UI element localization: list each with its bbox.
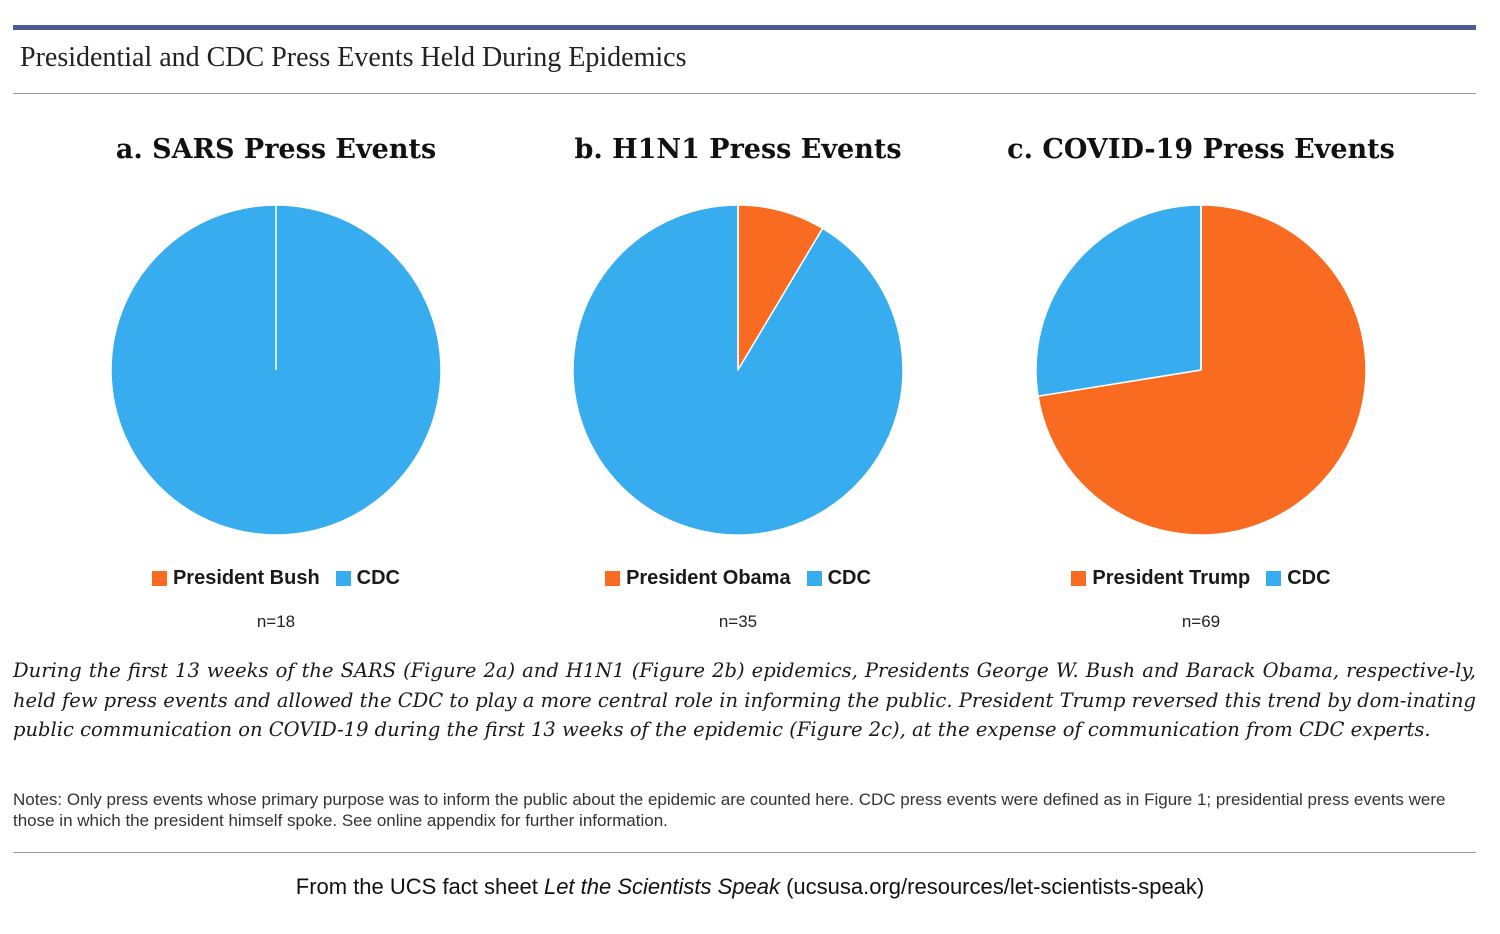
legend-label-cdc: CDC bbox=[827, 567, 871, 589]
legend-item-president: President Obama bbox=[605, 567, 791, 590]
source-prefix: From the UCS fact sheet bbox=[295, 874, 544, 899]
legend-label-cdc: CDC bbox=[356, 567, 401, 589]
top-accent-bar bbox=[13, 25, 1476, 30]
figure-notes: Notes: Only press events whose primary p… bbox=[13, 790, 1446, 830]
legend-label-cdc: CDC bbox=[1287, 567, 1331, 589]
legend-label-president: President Trump bbox=[1092, 567, 1251, 589]
source-title: Let the Scientists Speak bbox=[543, 874, 780, 899]
pie-slice-cdc bbox=[1035, 204, 1202, 397]
legend-item-cdc: CDC bbox=[1266, 567, 1331, 590]
pie-slice-president bbox=[737, 204, 824, 371]
source-suffix: (ucsusa.org/resources/let-scientists-spe… bbox=[779, 874, 1205, 899]
legend-swatch-president bbox=[605, 571, 621, 586]
legend-swatch-cdc bbox=[1266, 571, 1282, 586]
footer-divider bbox=[13, 852, 1476, 853]
sample-size-h1n1: n=35 bbox=[718, 612, 758, 631]
legend-swatch-cdc bbox=[806, 571, 822, 586]
legend-covid19: President Trump CDC bbox=[961, 567, 1441, 590]
legend-h1n1: President Obama CDC bbox=[498, 567, 978, 590]
legend-sars: President Bush CDC bbox=[36, 567, 516, 590]
legend-label-president: President Bush bbox=[172, 567, 320, 589]
legend-swatch-president bbox=[1071, 571, 1087, 586]
sample-size-covid19: n=69 bbox=[1181, 612, 1221, 631]
panel-h1n1: b. H1N1 Press Events President Obama CDC… bbox=[498, 130, 978, 640]
pie-title-sars: a. SARS Press Events bbox=[115, 134, 437, 165]
sample-size-sars: n=18 bbox=[256, 612, 296, 631]
panel-sars: a. SARS Press Events President Bush CDC … bbox=[36, 130, 516, 640]
pie-chart-h1n1 bbox=[572, 204, 904, 536]
source-line: From the UCS fact sheet Let the Scientis… bbox=[0, 874, 1500, 900]
pie-slice-president bbox=[1037, 204, 1367, 536]
pie-chart-covid19 bbox=[1035, 204, 1367, 536]
figure-title: Presidential and CDC Press Events Held D… bbox=[20, 42, 687, 73]
legend-swatch-president bbox=[151, 571, 167, 586]
legend-item-president: President Bush bbox=[151, 567, 320, 590]
pie-chart-sars bbox=[110, 204, 442, 536]
pie-title-h1n1: b. H1N1 Press Events bbox=[574, 134, 902, 165]
legend-swatch-cdc bbox=[335, 571, 351, 586]
pie-title-covid19: c. COVID-19 Press Events bbox=[1007, 134, 1395, 165]
legend-label-president: President Obama bbox=[626, 567, 791, 589]
panel-covid19: c. COVID-19 Press Events President Trump… bbox=[961, 130, 1441, 640]
legend-item-cdc: CDC bbox=[335, 567, 401, 590]
legend-item-cdc: CDC bbox=[806, 567, 871, 590]
legend-item-president: President Trump bbox=[1071, 567, 1250, 590]
title-divider bbox=[13, 93, 1476, 94]
figure-caption: During the first 13 weeks of the SARS (F… bbox=[13, 659, 1476, 741]
